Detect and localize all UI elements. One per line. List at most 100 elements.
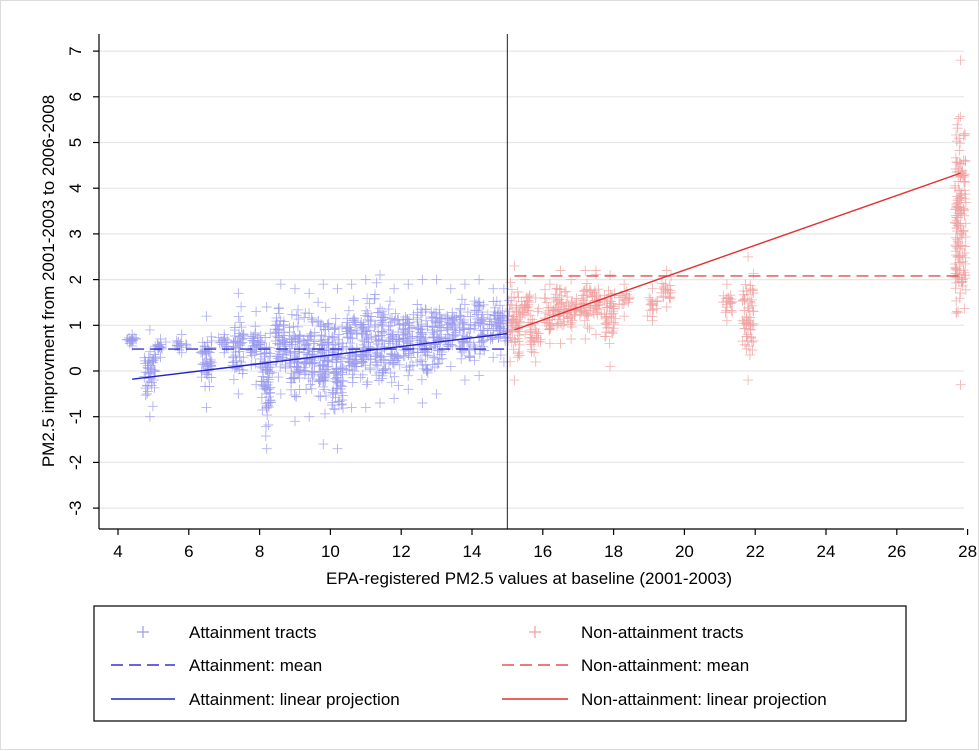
scatter-point (506, 284, 517, 295)
scatter-point (304, 411, 315, 422)
scatter-point (599, 308, 610, 319)
scatter-point (318, 279, 329, 290)
scatter-point (951, 306, 962, 317)
scatter-point (960, 241, 971, 252)
scatter-point (278, 330, 289, 341)
scatter-point (603, 316, 614, 326)
scatter-point (954, 158, 965, 168)
scatter-point (431, 274, 442, 285)
scatter-point (748, 318, 759, 329)
scatter-point (495, 300, 505, 311)
scatter-point (495, 312, 506, 323)
scatter-point (513, 336, 524, 347)
scatter-point (748, 268, 759, 279)
scatter-point (359, 336, 370, 347)
scatter-point (512, 287, 523, 297)
scatter-point (197, 337, 208, 348)
scatter-point (476, 337, 487, 348)
scatter-point (345, 338, 356, 349)
scatter-point (305, 330, 316, 341)
scatter-point (364, 298, 375, 309)
scatter-series (121, 270, 514, 454)
scatter-point (580, 334, 591, 344)
scatter-point (544, 338, 555, 349)
scatter-point (406, 352, 417, 363)
scatter-point (235, 317, 245, 328)
scatter-point (286, 339, 297, 350)
scatter-point (442, 313, 453, 324)
scatter-point (142, 380, 153, 391)
scatter-point (386, 377, 397, 388)
scatter-point (222, 335, 233, 345)
scatter-point (293, 364, 304, 375)
scatter-point (412, 347, 423, 358)
scatter-point (459, 279, 470, 290)
scatter-point (334, 329, 344, 340)
scatter-point (743, 375, 754, 386)
scatter-point (420, 304, 431, 315)
scatter-point (394, 359, 405, 370)
x-tick-label: 24 (817, 542, 836, 561)
scatter-point (234, 331, 245, 342)
scatter-point (361, 379, 372, 390)
scatter-point (739, 294, 750, 305)
scatter-point (555, 265, 566, 276)
scatter-point (154, 341, 165, 352)
scatter-point (509, 375, 520, 386)
scatter-point (292, 321, 303, 332)
scatter-point (541, 308, 551, 318)
scatter-point (658, 291, 669, 302)
scatter-point (950, 152, 961, 163)
scatter-point (341, 365, 352, 376)
scatter-point (955, 111, 966, 122)
y-tick-label: 2 (66, 275, 85, 284)
scatter-point (289, 390, 300, 401)
scatter-point (488, 352, 499, 363)
scatter-point (474, 274, 485, 285)
scatter-point (488, 283, 499, 294)
scatter-point (497, 305, 508, 316)
scatter-point (261, 443, 272, 454)
scatter-point (145, 373, 156, 384)
scatter-point (658, 282, 669, 292)
scatter-point (228, 357, 239, 368)
scatter-point (608, 306, 619, 317)
scatter-point (144, 324, 155, 335)
scatter-point (233, 288, 244, 299)
y-tick-label: 5 (66, 138, 85, 147)
scatter-point (417, 327, 428, 338)
scatter-point (417, 307, 428, 318)
scatter-point (495, 350, 506, 361)
legend-label: Attainment: linear projection (189, 690, 400, 709)
scatter-point (524, 291, 535, 302)
scatter-point (417, 398, 428, 408)
scatter-point (742, 329, 753, 340)
scatter-point (513, 348, 524, 359)
scatter-point (355, 372, 366, 383)
scatter-point (246, 350, 257, 361)
scatter-point (445, 283, 456, 294)
scatter-point (389, 393, 400, 404)
scatter-point (955, 55, 966, 66)
scatter-point (299, 359, 310, 369)
x-tick-label: 18 (604, 542, 623, 561)
scatter-point (954, 185, 965, 196)
scatter-point (342, 317, 353, 328)
scatter-point (744, 305, 755, 316)
legend-box (93, 605, 907, 722)
scatter-point (475, 344, 486, 355)
scatter-point (950, 210, 961, 221)
scatter-point (407, 322, 417, 333)
scatter-point (445, 361, 456, 372)
scatter-point (955, 288, 966, 298)
scatter-point (959, 267, 970, 278)
scatter-point (442, 325, 453, 336)
scatter-point (347, 333, 358, 344)
scatter-point (507, 327, 518, 337)
scatter-point (264, 342, 275, 353)
scatter-point (267, 367, 278, 378)
scatter-point (420, 346, 430, 357)
scatter-point (544, 324, 555, 335)
